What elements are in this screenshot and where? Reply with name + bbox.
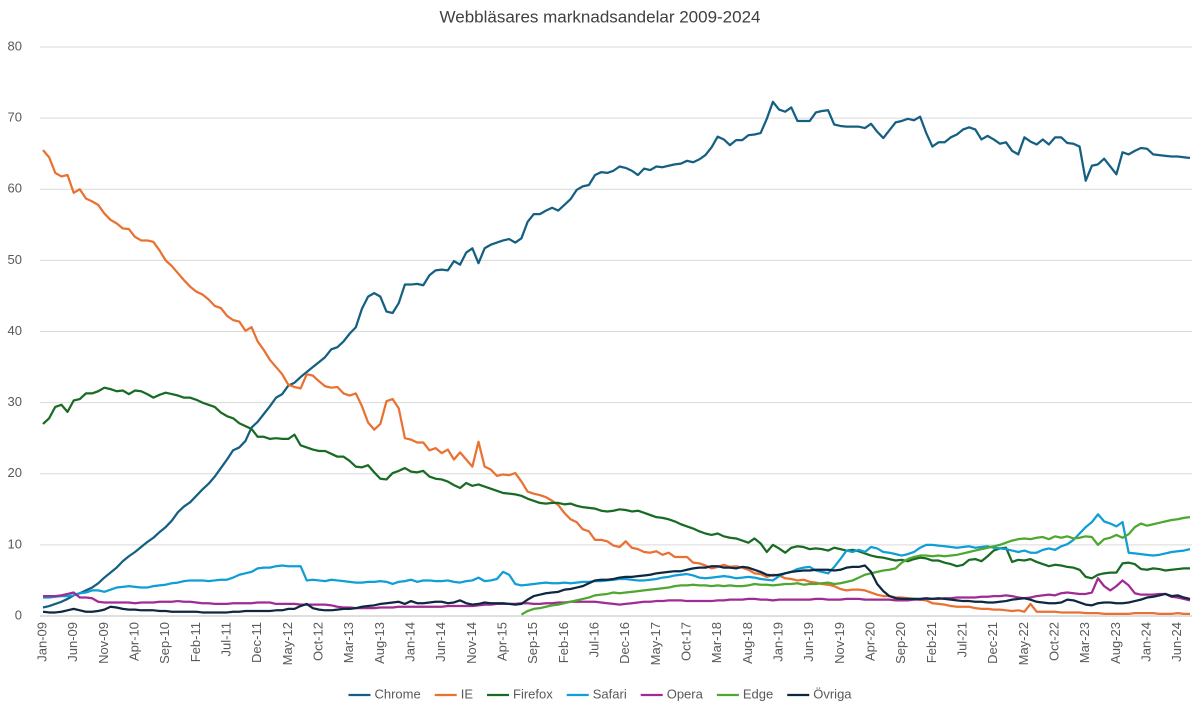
x-tick-label: Jul-11 — [218, 622, 233, 656]
series-line — [42, 100, 1191, 609]
x-tick-label: Nov-14 — [464, 622, 479, 664]
x-tick-label: Jul-16 — [586, 622, 601, 657]
y-tick-label: 20 — [8, 465, 22, 480]
x-tick-label: Mar-13 — [341, 622, 356, 663]
y-tick-label: 80 — [8, 38, 22, 53]
x-tick-label: Sep-10 — [157, 622, 172, 664]
x-tick-label: Oct-17 — [678, 622, 693, 661]
x-tick-label: Aug-13 — [372, 622, 387, 664]
legend-label: Chrome — [374, 686, 420, 701]
x-tick-label: Feb-21 — [924, 622, 939, 663]
x-tick-label: Jun-09 — [65, 622, 80, 662]
series-line — [42, 564, 1191, 614]
y-tick-label: 10 — [8, 536, 22, 551]
x-tick-label: Jan-19 — [770, 622, 785, 662]
x-tick-label: Aug-23 — [1108, 622, 1123, 664]
x-tick-label: Apr-10 — [126, 622, 141, 661]
series-line — [42, 386, 1190, 580]
x-tick-label: Mar-23 — [1077, 622, 1092, 663]
series-line — [43, 577, 1191, 610]
y-tick-label: 30 — [8, 394, 22, 409]
x-tick-label: Jun-14 — [433, 622, 448, 662]
x-tick-label: Jan-09 — [34, 622, 49, 662]
x-tick-label: Jul-21 — [954, 622, 969, 657]
y-tick-label: 40 — [8, 323, 22, 338]
x-tick-label: Apr-20 — [862, 622, 877, 661]
x-tick-label: Jun-24 — [1169, 622, 1184, 662]
y-tick-label: 60 — [8, 181, 22, 196]
series-line — [43, 513, 1191, 599]
y-tick-label: 50 — [8, 252, 22, 267]
series-line — [520, 516, 1191, 616]
y-tick-label: 0 — [15, 607, 22, 622]
x-tick-label: May-17 — [648, 622, 663, 665]
series-line — [42, 149, 1190, 615]
x-tick-label: Aug-18 — [740, 622, 755, 664]
legend-label: Övriga — [813, 686, 852, 701]
x-tick-label: Dec-21 — [985, 622, 1000, 664]
x-tick-label: Feb-11 — [188, 622, 203, 662]
legend-label: Safari — [593, 686, 627, 701]
chart-title: Webbläsares marknadsandelar 2009-2024 — [440, 7, 761, 26]
x-tick-label: Oct-22 — [1046, 622, 1061, 661]
legend-label: IE — [461, 686, 474, 701]
x-tick-label: Oct-12 — [310, 622, 325, 661]
x-tick-label: May-22 — [1016, 622, 1031, 665]
x-tick-label: Sep-20 — [893, 622, 908, 664]
x-tick-label: Nov-09 — [96, 622, 111, 664]
x-tick-label: Sep-15 — [525, 622, 540, 664]
legend-label: Opera — [667, 686, 704, 701]
x-tick-label: Mar-18 — [709, 622, 724, 663]
x-tick-label: Feb-16 — [556, 622, 571, 663]
x-tick-label: Jun-19 — [801, 622, 816, 662]
x-tick-label: Dec-11 — [249, 622, 264, 663]
x-tick-label: Dec-16 — [617, 622, 632, 664]
legend-label: Edge — [743, 686, 773, 701]
x-tick-label: Jan-24 — [1139, 622, 1154, 662]
x-tick-label: Apr-15 — [494, 622, 509, 661]
y-tick-label: 70 — [8, 110, 22, 125]
x-tick-label: Jan-14 — [402, 622, 417, 662]
x-tick-label: May-12 — [280, 622, 295, 665]
x-tick-label: Nov-19 — [832, 622, 847, 664]
legend-label: Firefox — [513, 686, 553, 701]
